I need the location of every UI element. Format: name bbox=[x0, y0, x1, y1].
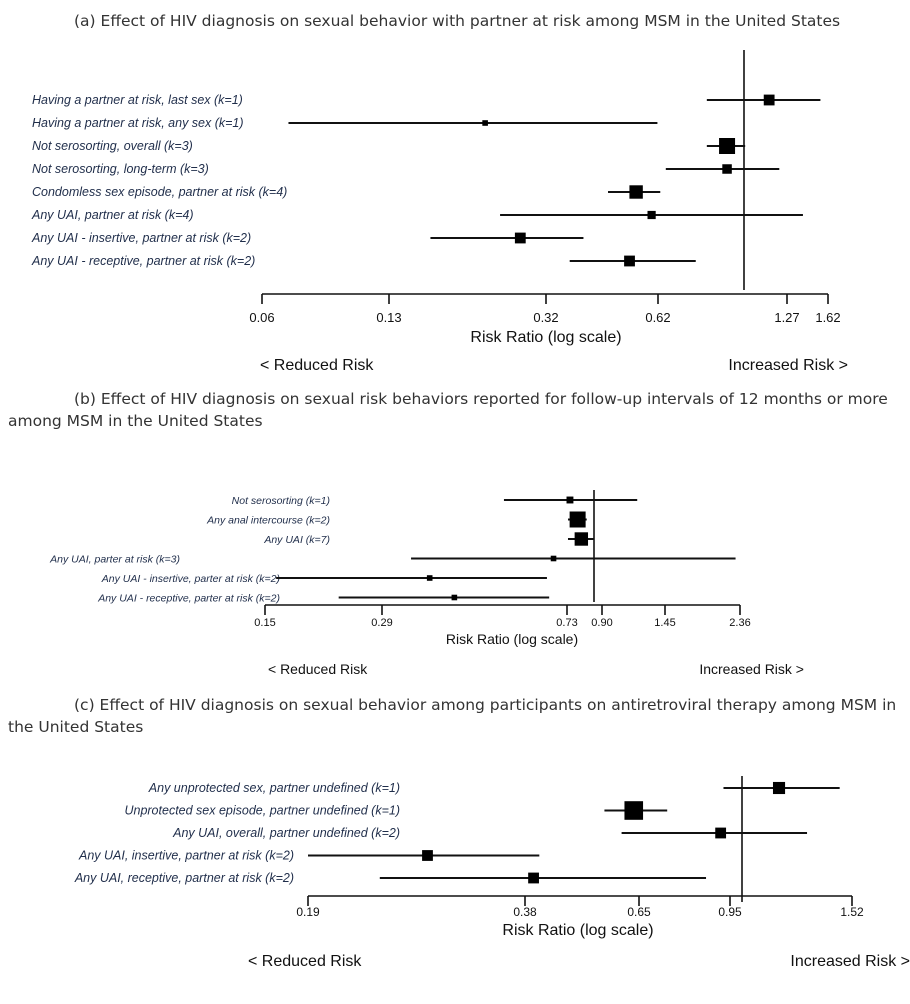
row-label: Any UAI (k=7) bbox=[263, 534, 330, 546]
point-estimate bbox=[426, 575, 433, 581]
reduced-risk-label: < Reduced Risk bbox=[248, 953, 362, 970]
x-tick-label: 0.73 bbox=[556, 617, 577, 629]
x-axis-title: Risk Ratio (log scale) bbox=[470, 329, 621, 346]
panel-a: (a) Effect of HIV diagnosis on sexual be… bbox=[0, 0, 910, 380]
panel-c-caption: (c) Effect of HIV diagnosis on sexual be… bbox=[8, 696, 897, 736]
x-tick-label: 0.90 bbox=[591, 617, 612, 629]
x-tick-label: 1.52 bbox=[840, 905, 864, 919]
point-estimate bbox=[514, 232, 526, 244]
point-estimate bbox=[624, 255, 635, 267]
forest-row: Any UAI, partner at risk (k=4) bbox=[31, 208, 803, 222]
panel-b-caption: (b) Effect of HIV diagnosis on sexual ri… bbox=[8, 390, 888, 430]
reduced-risk-label: < Reduced Risk bbox=[268, 661, 368, 677]
increased-risk-label: Increased Risk > bbox=[790, 953, 910, 970]
x-tick-label: 0.29 bbox=[371, 617, 392, 629]
forest-row: Any UAI - receptive, partner at risk (k=… bbox=[31, 254, 696, 268]
point-estimate bbox=[647, 210, 656, 220]
forest-row: Any UAI - insertive, partner at risk (k=… bbox=[31, 231, 584, 245]
row-label: Having a partner at risk, last sex (k=1) bbox=[32, 93, 243, 107]
row-label: Any anal intercourse (k=2) bbox=[206, 515, 330, 527]
x-tick-label: 0.65 bbox=[627, 905, 651, 919]
point-estimate bbox=[422, 850, 433, 861]
row-label: Any UAI - receptive, parter at risk (k=2… bbox=[97, 593, 280, 605]
row-label: Not serosorting (k=1) bbox=[232, 495, 330, 507]
x-tick-label: 0.06 bbox=[249, 310, 274, 325]
x-tick-label: 0.13 bbox=[376, 310, 401, 325]
point-estimate bbox=[719, 138, 736, 154]
row-label: Not serosorting, long-term (k=3) bbox=[32, 162, 209, 176]
forest-row: Any UAI, overall, partner undefined (k=2… bbox=[172, 826, 808, 840]
forest-row: Condomless sex episode, partner at risk … bbox=[32, 185, 661, 199]
panel-a-caption: (a) Effect of HIV diagnosis on sexual be… bbox=[74, 12, 841, 30]
x-tick-label: 0.38 bbox=[513, 905, 537, 919]
forest-row: Any UAI, parter at risk (k=3) bbox=[49, 554, 736, 566]
x-tick-label: 1.27 bbox=[774, 310, 799, 325]
forest-plot-c: Any unprotected sex, partner undefined (… bbox=[74, 776, 910, 970]
point-estimate bbox=[566, 496, 574, 504]
forest-row: Any unprotected sex, partner undefined (… bbox=[148, 781, 840, 795]
forest-row: Any anal intercourse (k=2) bbox=[206, 511, 587, 528]
forest-plot-b: Not serosorting (k=1) Any anal intercours… bbox=[49, 490, 804, 677]
row-label: Any UAI - insertive, partner at risk (k=… bbox=[31, 231, 251, 245]
increased-risk-label: Increased Risk > bbox=[728, 357, 848, 374]
x-tick-label: 0.95 bbox=[718, 905, 742, 919]
x-tick-label: 0.15 bbox=[254, 617, 275, 629]
forest-row: Any UAI, receptive, partner at risk (k=2… bbox=[74, 871, 707, 885]
point-estimate bbox=[482, 120, 488, 126]
row-label: Any UAI - receptive, partner at risk (k=… bbox=[31, 254, 255, 268]
point-estimate bbox=[569, 511, 586, 528]
forest-row: Any UAI, insertive, partner at risk (k=2… bbox=[78, 849, 540, 863]
point-estimate bbox=[528, 872, 539, 884]
x-tick-label: 0.62 bbox=[645, 310, 670, 325]
forest-row: Any UAI (k=7) bbox=[263, 532, 594, 546]
forest-row: Not serosorting, long-term (k=3) bbox=[32, 162, 780, 176]
point-estimate bbox=[763, 94, 775, 106]
panel-c: (c) Effect of HIV diagnosis on sexual be… bbox=[0, 694, 910, 1002]
point-estimate bbox=[722, 164, 732, 174]
row-label: Any UAI - insertive, parter at risk (k=2… bbox=[101, 573, 280, 585]
forest-row: Any UAI - receptive, parter at risk (k=2… bbox=[97, 593, 550, 605]
point-estimate bbox=[715, 827, 727, 839]
row-label: Any unprotected sex, partner undefined (… bbox=[148, 781, 400, 795]
forest-row: Not serosorting (k=1) bbox=[232, 495, 638, 507]
forest-row: Not serosorting, overall (k=3) bbox=[32, 138, 746, 154]
row-label: Unprotected sex episode, partner undefin… bbox=[124, 804, 400, 818]
panel-b: (b) Effect of HIV diagnosis on sexual ri… bbox=[0, 388, 910, 688]
row-label: Not serosorting, overall (k=3) bbox=[32, 139, 193, 153]
x-tick-label: 2.36 bbox=[729, 617, 750, 629]
forest-row: Any UAI - insertive, parter at risk (k=2… bbox=[101, 573, 547, 585]
point-estimate bbox=[624, 801, 644, 820]
point-estimate bbox=[451, 594, 458, 601]
row-label: Having a partner at risk, any sex (k=1) bbox=[32, 116, 244, 130]
point-estimate bbox=[629, 185, 643, 199]
x-tick-label: 1.62 bbox=[815, 310, 840, 325]
point-estimate bbox=[550, 555, 557, 562]
x-tick-label: 0.19 bbox=[296, 905, 320, 919]
reduced-risk-label: < Reduced Risk bbox=[260, 357, 374, 374]
forest-row: Having a partner at risk, any sex (k=1) bbox=[32, 116, 658, 130]
row-label: Any UAI, receptive, partner at risk (k=2… bbox=[74, 871, 294, 885]
point-estimate bbox=[772, 781, 786, 795]
x-tick-label: 1.45 bbox=[654, 617, 675, 629]
forest-row: Having a partner at risk, last sex (k=1) bbox=[32, 93, 821, 107]
row-label: Any UAI, partner at risk (k=4) bbox=[31, 208, 194, 222]
row-label: Any UAI, insertive, partner at risk (k=2… bbox=[78, 849, 294, 863]
x-axis-title: Risk Ratio (log scale) bbox=[446, 631, 578, 647]
row-label: Condomless sex episode, partner at risk … bbox=[32, 185, 287, 199]
increased-risk-label: Increased Risk > bbox=[699, 661, 804, 677]
x-axis-title: Risk Ratio (log scale) bbox=[502, 922, 653, 939]
point-estimate bbox=[574, 532, 589, 546]
x-tick-label: 0.32 bbox=[533, 310, 558, 325]
forest-plot-a: Having a partner at risk, last sex (k=1)… bbox=[31, 50, 848, 374]
forest-row: Unprotected sex episode, partner undefin… bbox=[124, 801, 668, 820]
row-label: Any UAI, parter at risk (k=3) bbox=[49, 554, 180, 566]
row-label: Any UAI, overall, partner undefined (k=2… bbox=[172, 826, 400, 840]
